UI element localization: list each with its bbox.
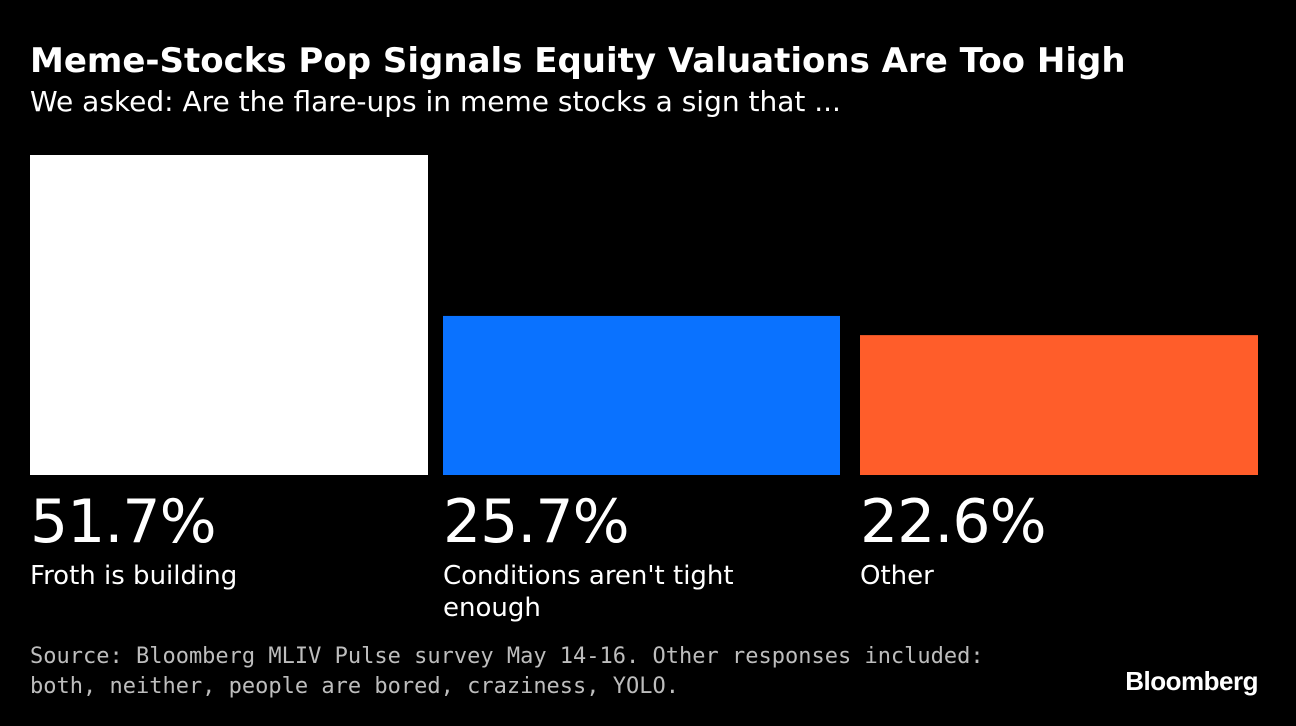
bar-category-label: Conditions aren't tight enough — [443, 561, 734, 623]
source-note: Source: Bloomberg MLIV Pulse survey May … — [30, 644, 984, 699]
bloomberg-logo: Bloomberg — [1125, 666, 1258, 696]
bar-3 — [860, 335, 1258, 475]
bar-2 — [443, 315, 840, 475]
bar-category-label: Froth is building — [30, 561, 238, 591]
chart-subtitle: We asked: Are the flare-ups in meme stoc… — [30, 85, 841, 118]
chart-title: Meme-Stocks Pop Signals Equity Valuation… — [30, 41, 1126, 81]
bar-value-label: 22.6% — [860, 487, 1047, 557]
bar-value-label: 51.7% — [30, 487, 217, 557]
bar-category-label: Other — [860, 561, 934, 591]
bar-value-label: 25.7% — [443, 487, 630, 557]
bar-1 — [30, 155, 428, 475]
bar-chart — [30, 155, 1258, 475]
